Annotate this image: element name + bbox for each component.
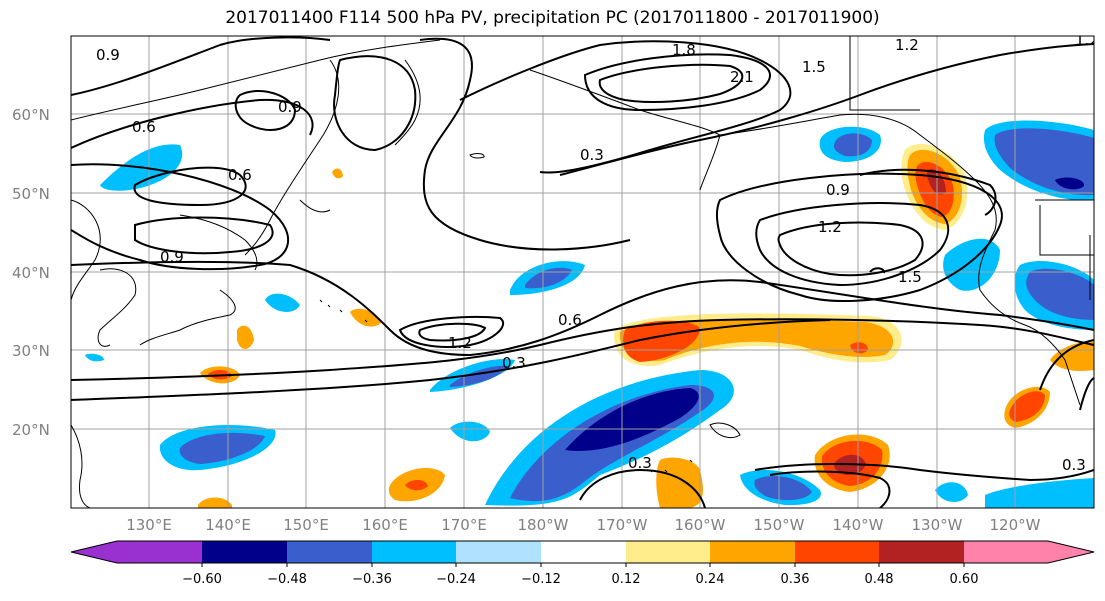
lat-label: 50°N [12, 185, 50, 203]
contour-label: 0.3 [502, 354, 526, 372]
lat-labels: 60°N 50°N 40°N 30°N 20°N [12, 106, 50, 439]
colorbar-tick-label: −0.60 [182, 572, 222, 587]
precip-anomaly-negative [985, 478, 1094, 508]
precip-anomaly-negative [265, 293, 300, 312]
colorbar-segment [456, 541, 541, 563]
lon-label: 170°W [597, 516, 648, 534]
precip-anomaly-negative [565, 388, 699, 451]
contour-label: 0.6 [228, 166, 252, 184]
colorbar-segment [626, 541, 710, 563]
precip-anomaly-negative [1055, 177, 1085, 190]
contour-label: 0.9 [96, 46, 120, 64]
contour-label: 1.8 [672, 41, 696, 59]
lat-label: 40°N [12, 264, 50, 282]
contour-labels: 0.9 0.6 0.6 0.9 0.9 1.2 0.3 0.6 1.2 0.9 … [96, 31, 1099, 474]
colorbar-segment [287, 541, 372, 563]
colorbar-segment [117, 541, 202, 563]
precip-anomaly-positive [623, 320, 700, 362]
lon-label: 170°E [441, 516, 487, 534]
colorbar-tick-label: 0.24 [696, 572, 725, 587]
precip-anomaly-negative [943, 238, 1000, 291]
lat-label: 60°N [12, 106, 50, 124]
contour-label: 0.6 [132, 118, 156, 136]
precip-anomaly-negative [754, 476, 812, 501]
precip-anomaly-positive [850, 342, 868, 354]
colorbar-extend-low [71, 541, 117, 563]
pv-contours [71, 36, 1094, 508]
precip-anomaly-positive [656, 457, 703, 508]
graticule [71, 36, 1094, 508]
contour-label: 1.2 [1075, 31, 1099, 49]
lon-label: 160°W [675, 516, 726, 534]
colorbar-segment [795, 541, 879, 563]
contour-label: 1.2 [895, 36, 919, 54]
precip-anomaly-positive [1050, 341, 1094, 371]
precip-anomaly-negative [833, 133, 872, 157]
contour-label: 1.5 [898, 268, 922, 286]
precip-anomaly-negative [935, 482, 968, 502]
lat-label: 30°N [12, 342, 50, 360]
lon-label: 120°W [990, 516, 1041, 534]
contour-label: 0.3 [628, 454, 652, 472]
lon-label: 130°W [912, 516, 963, 534]
lon-label: 130°E [126, 516, 172, 534]
precip-anomaly-negative [450, 421, 490, 442]
precip-anomaly-positive [332, 168, 343, 179]
lon-label: 180°W [518, 516, 569, 534]
contour-label: 1.2 [818, 218, 842, 236]
colorbar-tick-label: 0.48 [865, 572, 894, 587]
lat-label: 20°N [12, 421, 50, 439]
precip-anomaly-negative [179, 432, 265, 464]
colorbar-outline [70, 540, 1095, 564]
colorbar-segment [541, 541, 626, 563]
contour-label: 2.1 [730, 68, 754, 86]
contour-label: 0.9 [278, 98, 302, 116]
precip-anomaly-positive [1009, 391, 1045, 422]
precip-anomaly-negative [85, 353, 104, 362]
precip-shading [85, 120, 1094, 508]
map-title: 2017011400 F114 500 hPa PV, precipitatio… [225, 8, 880, 28]
contour-label: 0.6 [558, 311, 582, 329]
contour-label: 0.9 [826, 181, 850, 199]
colorbar-tick-label: −0.24 [436, 572, 476, 587]
lon-label: 160°E [362, 516, 408, 534]
colorbar-segment [372, 541, 456, 563]
plot-frame [70, 35, 1095, 509]
contour-label: 0.9 [160, 248, 184, 266]
lon-label: 150°W [754, 516, 805, 534]
contour-label: 0.3 [580, 146, 604, 164]
contour-label: 0.3 [1062, 456, 1086, 474]
lon-label: 140°W [833, 516, 884, 534]
precip-anomaly-negative [1026, 268, 1094, 320]
colorbar-tick-label: 0.12 [612, 572, 641, 587]
colorbar-tick-label: 0.36 [781, 572, 810, 587]
lon-labels: 130°E 140°E 150°E 160°E 170°E 180°W 170°… [126, 516, 1040, 534]
colorbar-tick-label: −0.36 [352, 572, 392, 587]
lon-label: 140°E [205, 516, 251, 534]
precip-anomaly-positive [350, 308, 382, 327]
precip-anomaly-positive [198, 497, 232, 508]
coastlines [71, 36, 1094, 508]
colorbar-segment [879, 541, 964, 563]
colorbar: −0.60 −0.48 −0.36 −0.24 −0.12 0.12 0.24 … [70, 540, 1095, 587]
colorbar-extend-high [1048, 541, 1094, 563]
precip-anomaly-positive [405, 479, 428, 491]
colorbar-segment [964, 541, 1048, 563]
colorbar-segment [710, 541, 795, 563]
contour-label: 1.2 [448, 334, 472, 352]
lon-label: 150°E [283, 516, 329, 534]
colorbar-tick-label: −0.48 [267, 572, 307, 587]
colorbar-tick-label: 0.60 [950, 572, 979, 587]
precip-anomaly-negative [525, 267, 572, 289]
precip-anomaly-positive [237, 325, 254, 349]
colorbar-segment [202, 541, 287, 563]
colorbar-tick-label: −0.12 [521, 572, 561, 587]
contour-label: 1.5 [802, 58, 826, 76]
